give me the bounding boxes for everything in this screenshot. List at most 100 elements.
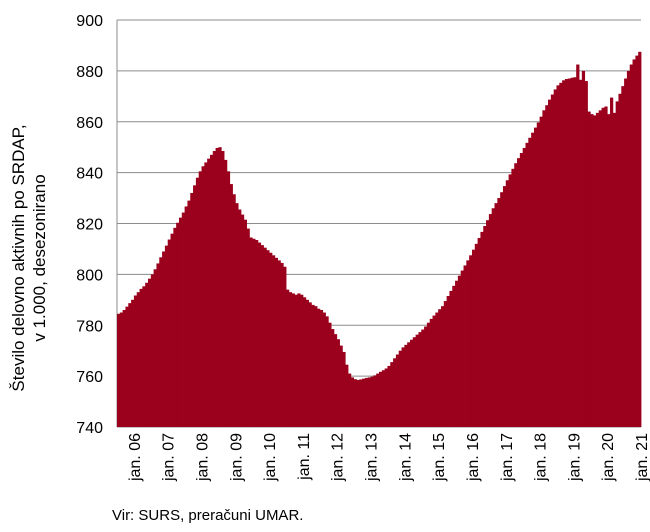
data-bar bbox=[536, 122, 540, 427]
data-bar bbox=[595, 112, 600, 427]
data-bar bbox=[328, 322, 332, 427]
data-bar bbox=[325, 316, 329, 427]
data-bar bbox=[288, 292, 293, 427]
data-bar bbox=[474, 243, 478, 427]
data-bar bbox=[494, 203, 498, 427]
data-bar bbox=[218, 147, 222, 427]
x-tick-label: jan. 18 bbox=[533, 433, 550, 482]
data-bar bbox=[621, 86, 625, 427]
data-bar bbox=[483, 226, 487, 427]
data-bar bbox=[195, 177, 200, 427]
data-bar bbox=[117, 313, 121, 427]
data-bar bbox=[393, 358, 397, 427]
data-bar bbox=[618, 93, 622, 428]
data-bar bbox=[300, 294, 304, 427]
x-tick-label: jan. 12 bbox=[330, 433, 347, 482]
x-tick-label: jan. 11 bbox=[296, 433, 313, 481]
data-bar bbox=[339, 345, 343, 427]
x-tick-label: jan. 10 bbox=[262, 433, 279, 482]
data-bar bbox=[142, 286, 146, 427]
data-bar bbox=[480, 231, 484, 427]
data-bar bbox=[190, 192, 194, 427]
y-tick-label: 800 bbox=[76, 267, 103, 284]
data-bar bbox=[401, 347, 405, 427]
data-bar bbox=[421, 329, 425, 427]
data-bar bbox=[466, 260, 470, 427]
data-bar bbox=[390, 362, 394, 427]
data-bar bbox=[283, 266, 287, 427]
data-bar bbox=[598, 110, 602, 428]
data-bar bbox=[162, 251, 166, 427]
data-bar bbox=[379, 371, 383, 427]
y-tick-label: 880 bbox=[76, 64, 103, 81]
data-bar bbox=[528, 137, 532, 427]
data-bar bbox=[491, 208, 495, 427]
data-bar bbox=[545, 105, 549, 427]
data-bar bbox=[364, 377, 369, 427]
data-bar bbox=[581, 70, 586, 428]
data-bar bbox=[257, 242, 262, 427]
data-bar bbox=[398, 350, 402, 427]
x-tick-label: jan. 06 bbox=[127, 433, 144, 482]
data-bar bbox=[277, 260, 281, 427]
data-bar bbox=[562, 80, 566, 427]
data-bar bbox=[511, 168, 515, 427]
data-bar bbox=[201, 166, 205, 427]
data-bar bbox=[404, 344, 408, 427]
data-bar bbox=[274, 257, 278, 427]
data-bar bbox=[204, 162, 208, 427]
data-bar bbox=[173, 227, 177, 427]
data-bar bbox=[260, 245, 264, 427]
x-tick-label: jan. 16 bbox=[465, 433, 482, 482]
x-tick-label: jan. 13 bbox=[364, 433, 381, 482]
data-bar bbox=[426, 322, 431, 427]
data-bar bbox=[348, 373, 352, 427]
data-bar bbox=[243, 219, 247, 427]
data-bar bbox=[556, 85, 560, 428]
data-bar bbox=[424, 326, 428, 427]
data-bar bbox=[170, 233, 174, 427]
data-bar bbox=[238, 209, 242, 427]
data-bar bbox=[269, 252, 273, 427]
y-tick-label: 860 bbox=[76, 115, 103, 132]
y-tick-label: 820 bbox=[76, 217, 103, 234]
data-bar bbox=[463, 265, 467, 427]
data-bar bbox=[207, 158, 211, 427]
data-bar bbox=[215, 147, 219, 427]
data-bar bbox=[184, 206, 188, 427]
data-bar bbox=[477, 238, 481, 427]
data-bar bbox=[294, 294, 298, 427]
data-bar bbox=[297, 293, 301, 427]
data-bar bbox=[319, 309, 324, 427]
data-bar bbox=[209, 154, 214, 427]
data-bar bbox=[457, 275, 462, 427]
x-tick-label: jan. 15 bbox=[431, 433, 448, 482]
data-bar bbox=[525, 142, 529, 428]
data-bar bbox=[638, 51, 642, 428]
data-bar bbox=[395, 354, 400, 427]
data-bar bbox=[626, 70, 631, 428]
data-bar bbox=[119, 312, 124, 427]
y-axis-title-line-1: Število delovno aktivnih po SRDAP, bbox=[9, 124, 28, 391]
data-bar bbox=[497, 198, 501, 427]
y-tick-label: 740 bbox=[76, 420, 103, 437]
data-bar bbox=[548, 99, 552, 428]
data-bar bbox=[584, 81, 588, 428]
data-bar bbox=[553, 89, 557, 427]
data-bar bbox=[604, 106, 608, 428]
data-bar bbox=[452, 285, 456, 427]
data-bar bbox=[224, 159, 228, 427]
data-bar bbox=[449, 290, 453, 427]
data-bar bbox=[418, 332, 422, 427]
data-bar bbox=[246, 228, 250, 427]
data-bar bbox=[342, 351, 346, 427]
plot-area bbox=[117, 51, 642, 428]
y-tick-label: 900 bbox=[76, 13, 103, 30]
data-bar bbox=[579, 79, 583, 427]
data-bar bbox=[412, 337, 417, 427]
data-bar bbox=[471, 249, 476, 427]
data-bar bbox=[559, 82, 563, 427]
data-bar bbox=[612, 112, 617, 427]
data-bar bbox=[178, 217, 183, 427]
y-tick-label: 760 bbox=[76, 369, 103, 386]
